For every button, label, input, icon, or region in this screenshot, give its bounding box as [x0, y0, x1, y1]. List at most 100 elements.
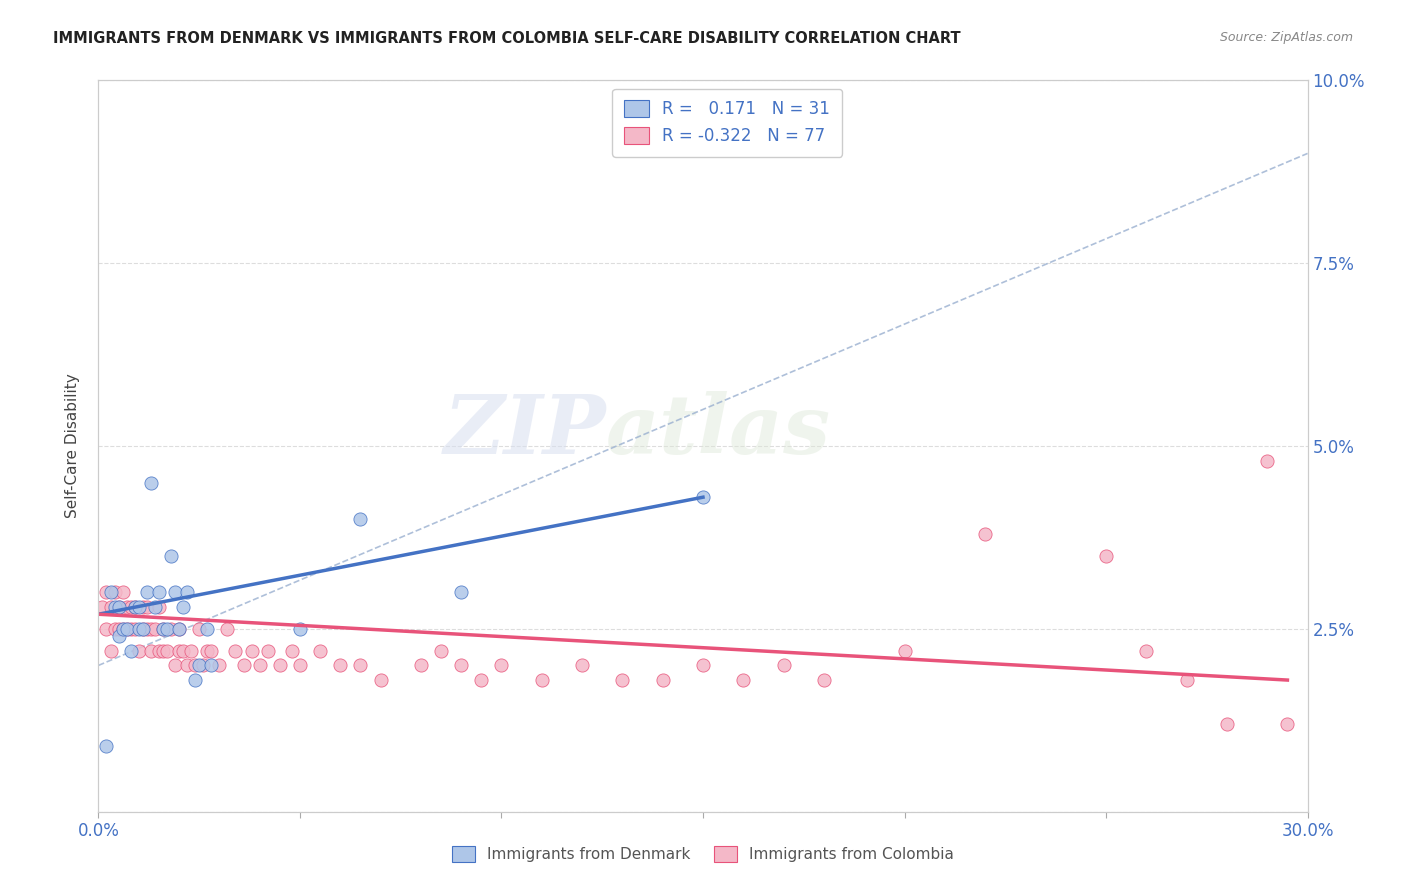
- Point: [470, 673, 492, 687]
- Point: [107, 629, 129, 643]
- Point: [156, 622, 179, 636]
- Point: [232, 658, 254, 673]
- Point: [167, 644, 190, 658]
- Point: [107, 599, 129, 614]
- Point: [288, 622, 311, 636]
- Point: [167, 622, 190, 636]
- Point: [135, 585, 157, 599]
- Point: [100, 644, 122, 658]
- Point: [143, 599, 166, 614]
- Point: [103, 585, 125, 599]
- Point: [152, 622, 174, 636]
- Point: [349, 512, 371, 526]
- Point: [530, 673, 553, 687]
- Point: [1216, 717, 1239, 731]
- Point: [240, 644, 263, 658]
- Point: [370, 673, 392, 687]
- Point: [107, 599, 129, 614]
- Point: [124, 622, 146, 636]
- Point: [128, 599, 150, 614]
- Point: [1175, 673, 1198, 687]
- Point: [1277, 717, 1299, 731]
- Point: [107, 622, 129, 636]
- Point: [450, 658, 472, 673]
- Point: [217, 622, 239, 636]
- Point: [176, 585, 198, 599]
- Point: [172, 644, 194, 658]
- Point: [200, 644, 222, 658]
- Point: [288, 658, 311, 673]
- Point: [91, 599, 114, 614]
- Text: IMMIGRANTS FROM DENMARK VS IMMIGRANTS FROM COLOMBIA SELF-CARE DISABILITY CORRELA: IMMIGRANTS FROM DENMARK VS IMMIGRANTS FR…: [53, 31, 962, 46]
- Point: [349, 658, 371, 673]
- Point: [100, 599, 122, 614]
- Point: [208, 658, 231, 673]
- Point: [195, 622, 218, 636]
- Point: [692, 490, 714, 504]
- Point: [152, 644, 174, 658]
- Point: [1256, 453, 1278, 467]
- Point: [120, 622, 142, 636]
- Point: [96, 739, 118, 753]
- Point: [132, 622, 155, 636]
- Point: [128, 644, 150, 658]
- Point: [115, 599, 138, 614]
- Point: [139, 644, 162, 658]
- Point: [163, 585, 186, 599]
- Point: [1095, 549, 1118, 563]
- Point: [200, 658, 222, 673]
- Point: [188, 658, 211, 673]
- Point: [281, 644, 304, 658]
- Point: [651, 673, 673, 687]
- Point: [103, 622, 125, 636]
- Point: [103, 599, 125, 614]
- Point: [160, 549, 183, 563]
- Point: [974, 526, 997, 541]
- Point: [772, 658, 794, 673]
- Point: [309, 644, 332, 658]
- Point: [430, 644, 453, 658]
- Point: [329, 658, 352, 673]
- Point: [160, 622, 183, 636]
- Point: [135, 622, 157, 636]
- Point: [491, 658, 513, 673]
- Point: [111, 585, 134, 599]
- Point: [692, 658, 714, 673]
- Point: [1135, 644, 1157, 658]
- Text: atlas: atlas: [606, 392, 831, 471]
- Point: [156, 644, 179, 658]
- Point: [172, 599, 194, 614]
- Point: [139, 475, 162, 490]
- Point: [224, 644, 246, 658]
- Point: [139, 622, 162, 636]
- Text: ZIP: ZIP: [444, 392, 606, 471]
- Point: [148, 585, 170, 599]
- Legend: Immigrants from Denmark, Immigrants from Colombia: Immigrants from Denmark, Immigrants from…: [444, 838, 962, 870]
- Point: [115, 622, 138, 636]
- Point: [96, 585, 118, 599]
- Point: [96, 622, 118, 636]
- Point: [167, 622, 190, 636]
- Point: [132, 599, 155, 614]
- Point: [132, 622, 155, 636]
- Point: [148, 644, 170, 658]
- Point: [269, 658, 291, 673]
- Point: [893, 644, 915, 658]
- Point: [152, 622, 174, 636]
- Point: [571, 658, 593, 673]
- Point: [128, 622, 150, 636]
- Point: [450, 585, 472, 599]
- Point: [195, 644, 218, 658]
- Point: [249, 658, 271, 673]
- Point: [115, 622, 138, 636]
- Point: [100, 585, 122, 599]
- Point: [120, 644, 142, 658]
- Point: [148, 599, 170, 614]
- Point: [163, 658, 186, 673]
- Point: [135, 599, 157, 614]
- Point: [409, 658, 432, 673]
- Point: [124, 599, 146, 614]
- Point: [813, 673, 835, 687]
- Point: [612, 673, 634, 687]
- Point: [176, 658, 198, 673]
